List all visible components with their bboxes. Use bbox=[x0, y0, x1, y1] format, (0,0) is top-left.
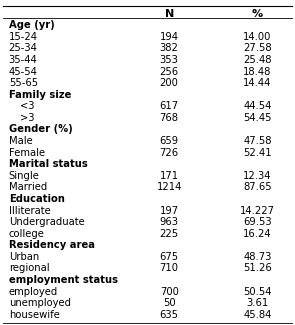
Text: Education: Education bbox=[9, 194, 65, 204]
Text: 675: 675 bbox=[160, 252, 179, 262]
Text: 54.45: 54.45 bbox=[243, 113, 272, 123]
Text: 25.48: 25.48 bbox=[243, 55, 272, 65]
Text: 617: 617 bbox=[160, 101, 179, 111]
Text: 1214: 1214 bbox=[156, 182, 182, 192]
Text: 50: 50 bbox=[163, 298, 176, 308]
Text: 200: 200 bbox=[160, 78, 178, 88]
Text: Gender (%): Gender (%) bbox=[9, 124, 73, 135]
Text: $\mathbf{N}$: $\mathbf{N}$ bbox=[164, 7, 174, 19]
Text: 12.34: 12.34 bbox=[243, 171, 272, 181]
Text: Female: Female bbox=[9, 148, 45, 158]
Text: 55-65: 55-65 bbox=[9, 78, 38, 88]
Text: Urban: Urban bbox=[9, 252, 39, 262]
Text: 726: 726 bbox=[160, 148, 179, 158]
Text: Single: Single bbox=[9, 171, 40, 181]
Text: <3: <3 bbox=[20, 101, 35, 111]
Text: 171: 171 bbox=[160, 171, 179, 181]
Text: $\mathbf{\%}$: $\mathbf{\%}$ bbox=[251, 7, 264, 19]
Text: 382: 382 bbox=[160, 43, 178, 53]
Text: 14.00: 14.00 bbox=[243, 32, 271, 42]
Text: 14.227: 14.227 bbox=[240, 205, 275, 215]
Text: 353: 353 bbox=[160, 55, 178, 65]
Text: 25-34: 25-34 bbox=[9, 43, 37, 53]
Text: unemployed: unemployed bbox=[9, 298, 71, 308]
Text: Family size: Family size bbox=[9, 90, 71, 100]
Text: 710: 710 bbox=[160, 264, 179, 273]
Text: 197: 197 bbox=[160, 205, 179, 215]
Text: 44.54: 44.54 bbox=[243, 101, 271, 111]
Text: 35-44: 35-44 bbox=[9, 55, 37, 65]
Text: employed: employed bbox=[9, 287, 58, 297]
Text: 87.65: 87.65 bbox=[243, 182, 272, 192]
Text: college: college bbox=[9, 229, 45, 239]
Text: Married: Married bbox=[9, 182, 47, 192]
Text: 700: 700 bbox=[160, 287, 178, 297]
Text: 635: 635 bbox=[160, 310, 179, 320]
Text: Residency area: Residency area bbox=[9, 240, 95, 250]
Text: 69.53: 69.53 bbox=[243, 217, 272, 227]
Text: Marital status: Marital status bbox=[9, 159, 88, 169]
Text: 3.61: 3.61 bbox=[246, 298, 268, 308]
Text: 47.58: 47.58 bbox=[243, 136, 272, 146]
Text: Undergraduate: Undergraduate bbox=[9, 217, 84, 227]
Text: employment status: employment status bbox=[9, 275, 118, 285]
Text: 52.41: 52.41 bbox=[243, 148, 272, 158]
Text: 18.48: 18.48 bbox=[243, 67, 271, 76]
Text: 768: 768 bbox=[160, 113, 179, 123]
Text: 27.58: 27.58 bbox=[243, 43, 272, 53]
Text: 14.44: 14.44 bbox=[243, 78, 271, 88]
Text: 48.73: 48.73 bbox=[243, 252, 271, 262]
Text: 256: 256 bbox=[160, 67, 179, 76]
Text: 225: 225 bbox=[160, 229, 179, 239]
Text: Age (yr): Age (yr) bbox=[9, 20, 55, 30]
Text: 963: 963 bbox=[160, 217, 179, 227]
Text: 51.26: 51.26 bbox=[243, 264, 272, 273]
Text: regional: regional bbox=[9, 264, 49, 273]
Text: 659: 659 bbox=[160, 136, 179, 146]
Text: 16.24: 16.24 bbox=[243, 229, 272, 239]
Text: Male: Male bbox=[9, 136, 32, 146]
Text: Illiterate: Illiterate bbox=[9, 205, 50, 215]
Text: housewife: housewife bbox=[9, 310, 60, 320]
Text: 45.84: 45.84 bbox=[243, 310, 271, 320]
Text: >3: >3 bbox=[20, 113, 35, 123]
Text: 194: 194 bbox=[160, 32, 179, 42]
Text: 50.54: 50.54 bbox=[243, 287, 272, 297]
Text: 45-54: 45-54 bbox=[9, 67, 37, 76]
Text: 15-24: 15-24 bbox=[9, 32, 38, 42]
